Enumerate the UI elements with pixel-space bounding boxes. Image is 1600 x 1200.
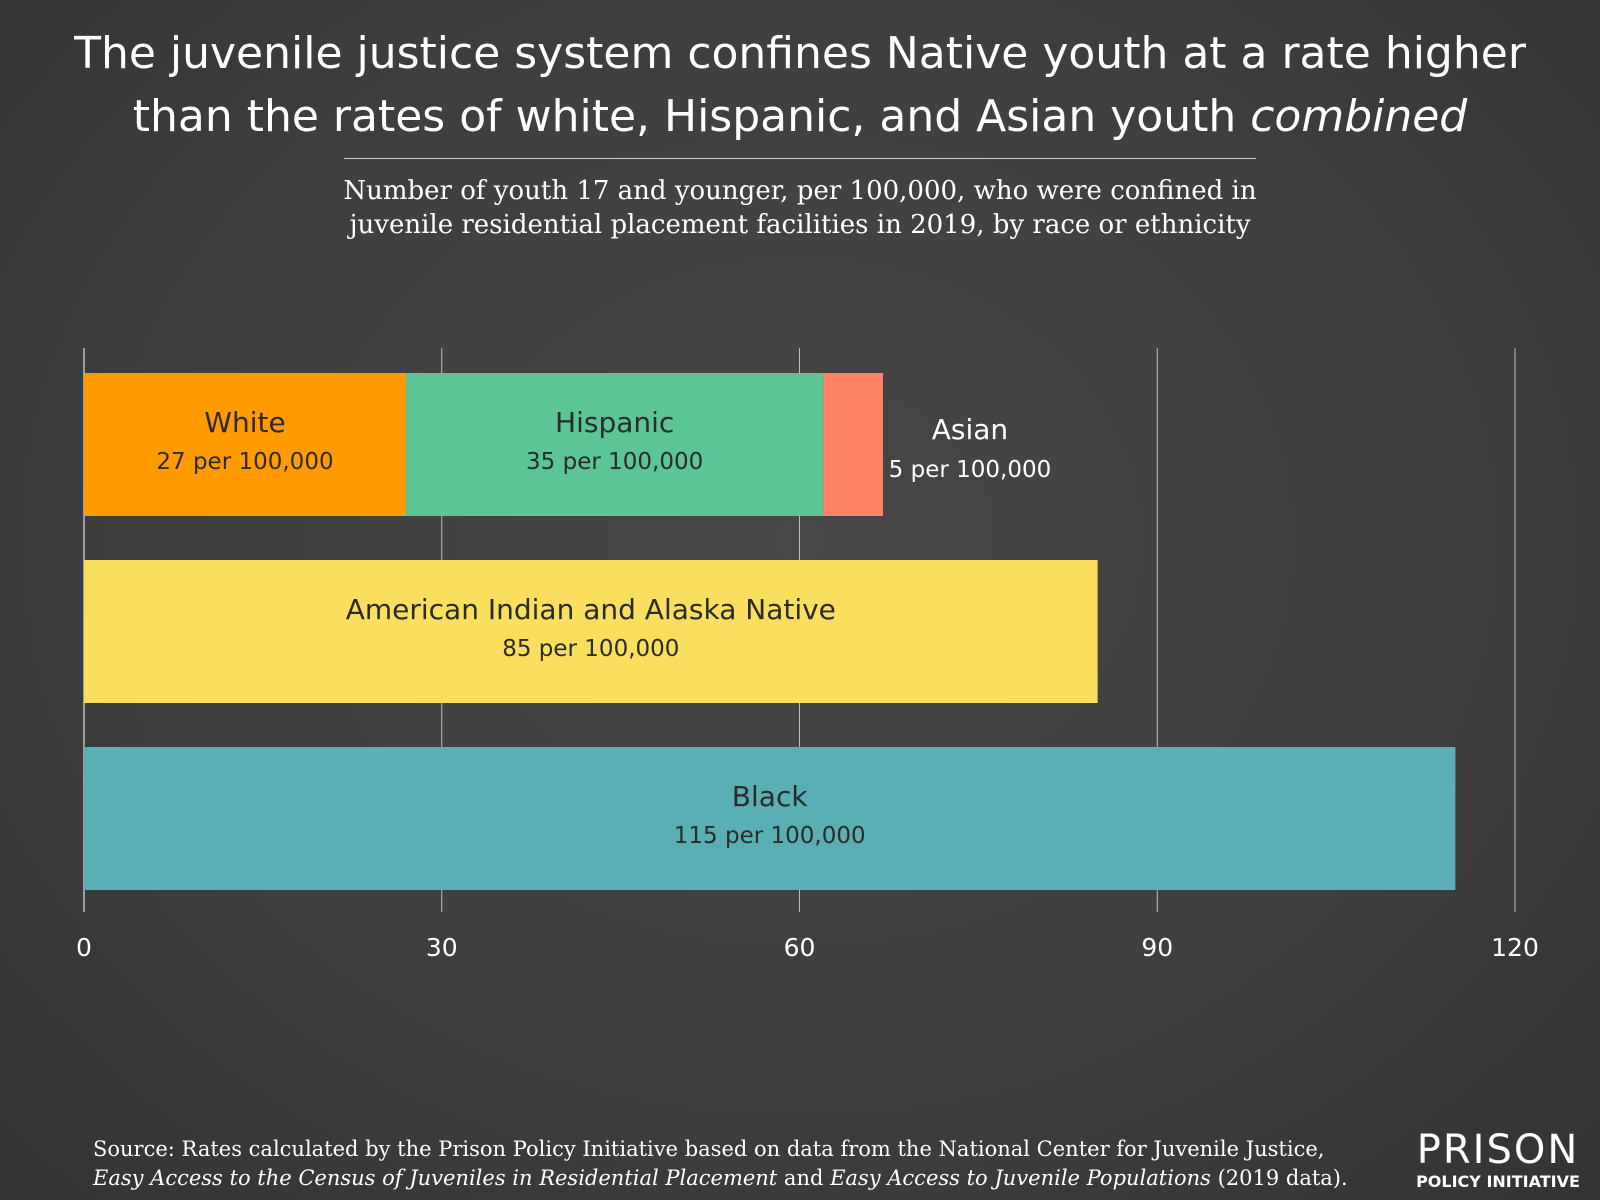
source-citation-2: Easy Access to Juvenile Populations	[830, 1166, 1211, 1190]
title-line-2: than the rates of white, Hispanic, and A…	[0, 85, 1600, 148]
logo-wordmark-top: PRISON	[1416, 1127, 1580, 1173]
chart-title: The juvenile justice system confines Nat…	[0, 22, 1600, 148]
bar-label-american-indian-and-alaska-native: American Indian and Alaska Native	[346, 593, 836, 626]
bar-value-white: 27 per 100,000	[156, 449, 333, 475]
bar-label-black: Black	[732, 780, 809, 813]
bar-label-hispanic: Hispanic	[555, 406, 674, 439]
bar-group-1: White 27 per 100,000 Hispanic 35 per 100,00…	[84, 373, 1051, 516]
bar-value-asian: 5 per 100,000	[889, 457, 1052, 483]
x-tick-label-60: 60	[784, 933, 816, 962]
subtitle-line-1: Number of youth 17 and younger, per 100,…	[343, 176, 1257, 206]
x-tick-label-90: 90	[1141, 933, 1173, 962]
source-year: (2019 data).	[1210, 1166, 1348, 1190]
prison-policy-initiative-logo: PRISON POLICY INITIATIVE	[1408, 1128, 1588, 1192]
x-tick-label-30: 30	[426, 933, 458, 962]
bar-label-asian: Asian	[932, 413, 1008, 446]
logo-wordmark-bottom: POLICY INITIATIVE	[1416, 1172, 1580, 1191]
source-note: Source: Rates calculated by the Prison P…	[93, 1135, 1353, 1193]
source-citation-1: Easy Access to the Census of Juveniles i…	[93, 1166, 778, 1190]
title-emphasis: combined	[1250, 91, 1468, 142]
source-line-2: Easy Access to the Census of Juveniles i…	[93, 1164, 1353, 1193]
title-divider	[344, 158, 1256, 159]
subtitle-line-2: juvenile residential placement facilitie…	[349, 210, 1251, 240]
bar-segment-asian	[823, 373, 883, 516]
bar-value-black: 115 per 100,000	[674, 823, 866, 849]
bar-group-2: American Indian and Alaska Native 85 per …	[84, 560, 1098, 703]
bar-segment-hispanic	[405, 373, 824, 516]
title-line-1: The juvenile justice system confines Nat…	[74, 28, 1526, 79]
x-tick-label-0: 0	[76, 933, 92, 962]
bar-segment-black	[84, 747, 1456, 890]
bar-group-3: Black 115 per 100,000	[84, 747, 1456, 890]
x-axis-ticks: 0 30 60 90 120	[76, 933, 1539, 962]
bar-label-white: White	[204, 406, 285, 439]
bar-segment-white	[84, 373, 406, 516]
bar-segment-american-indian-and-alaska-native	[84, 560, 1098, 703]
source-line-1: Source: Rates calculated by the Prison P…	[93, 1137, 1325, 1161]
chart-subtitle: Number of youth 17 and younger, per 100,…	[0, 174, 1600, 242]
x-tick-label-120: 120	[1491, 933, 1539, 962]
source-conjunction: and	[777, 1166, 831, 1190]
bar-value-hispanic: 35 per 100,000	[526, 449, 703, 475]
title-line-2-text: than the rates of white, Hispanic, and A…	[132, 91, 1251, 142]
bar-value-american-indian-and-alaska-native: 85 per 100,000	[502, 636, 679, 662]
